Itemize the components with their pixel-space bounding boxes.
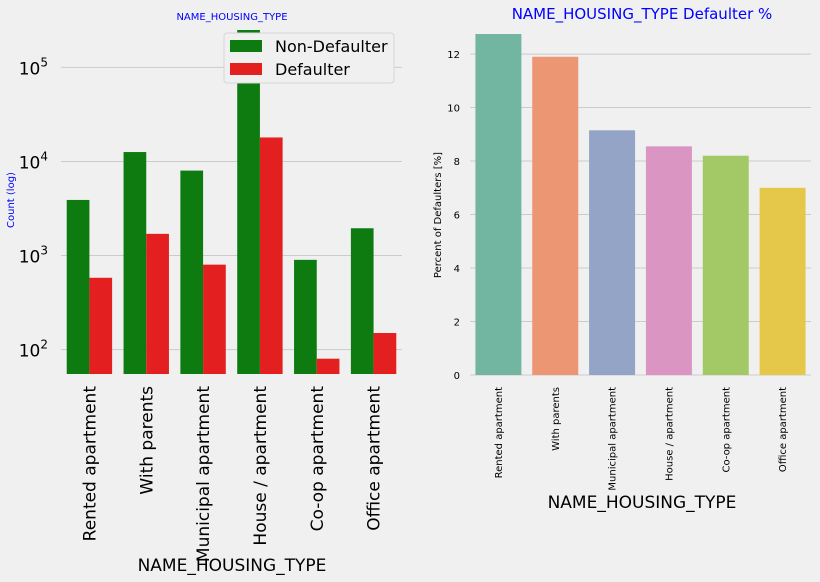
bar-defaulter-office-apartment <box>373 333 397 374</box>
right-x-tick-label: Municipal apartment <box>608 387 619 491</box>
right-y-axis-label: Percent of Defaulters [%] <box>433 152 444 278</box>
left-x-tick-label: Rented apartment <box>80 386 100 542</box>
right-chart: NAME_HOUSING_TYPE Defaulter % Percent of… <box>433 5 811 513</box>
bar-defaulter-pct-co-op-apartment <box>702 155 749 375</box>
right-y-tick-label: 0 <box>454 371 460 382</box>
bar-defaulter-pct-with-parents <box>532 56 579 375</box>
right-y-tick-label: 12 <box>447 50 460 61</box>
left-x-tick-label: House / apartment <box>251 386 271 546</box>
bar-non-defaulter-rented-apartment <box>66 199 90 374</box>
right-x-tick-label: With parents <box>551 387 562 451</box>
left-y-axis-label: Count (log) <box>6 172 17 228</box>
left-x-tick-label: Co-op apartment <box>308 386 328 532</box>
bar-defaulter-municipal-apartment <box>203 264 226 374</box>
bar-defaulter-with-parents <box>146 233 169 374</box>
left-chart: NAME_HOUSING_TYPE Count (log) NAME_HOUSI… <box>6 12 402 576</box>
left-legend: Non-Defaulter Defaulter <box>223 32 395 84</box>
right-x-tick-label: House / apartment <box>664 387 675 481</box>
left-y-tick-label: 102 <box>19 338 48 362</box>
right-x-tick-label: Rented apartment <box>494 387 505 478</box>
bar-defaulter-pct-office-apartment <box>759 187 806 375</box>
bar-defaulter-pct-house-apartment <box>645 146 692 375</box>
bar-defaulter-house-apartment <box>259 137 283 374</box>
left-x-tick-label: With parents <box>137 386 157 495</box>
bar-defaulter-pct-municipal-apartment <box>589 130 636 375</box>
bar-defaulter-pct-rented-apartment <box>475 34 522 375</box>
bar-defaulter-co-op-apartment <box>316 358 340 374</box>
left-x-axis-label: NAME_HOUSING_TYPE <box>138 556 327 576</box>
right-x-tick-label: Office apartment <box>778 387 789 472</box>
right-x-axis-label: NAME_HOUSING_TYPE <box>548 493 737 513</box>
legend-swatch-non-defaulter <box>230 40 262 52</box>
right-chart-title: NAME_HOUSING_TYPE Defaulter % <box>512 5 773 24</box>
bar-non-defaulter-house-apartment <box>237 30 260 374</box>
right-y-tick-label: 2 <box>454 318 460 329</box>
left-y-tick-label: 105 <box>19 55 48 79</box>
left-x-tick-label: Office apartment <box>365 386 385 531</box>
legend-label-non-defaulter: Non-Defaulter <box>275 37 388 56</box>
legend-label-defaulter: Defaulter <box>275 60 350 79</box>
left-y-tick-label: 103 <box>19 244 48 268</box>
left-y-tick-label: 104 <box>19 149 48 173</box>
bar-non-defaulter-office-apartment <box>350 228 374 374</box>
bar-non-defaulter-municipal-apartment <box>180 170 204 374</box>
right-y-tick-label: 4 <box>454 264 460 275</box>
right-y-tick-label: 8 <box>454 157 460 168</box>
bar-non-defaulter-co-op-apartment <box>294 259 317 374</box>
legend-box <box>223 32 395 84</box>
bar-non-defaulter-with-parents <box>123 152 147 374</box>
legend-swatch-defaulter <box>230 63 262 75</box>
left-x-tick-label: Municipal apartment <box>194 386 214 562</box>
right-y-tick-label: 10 <box>447 104 460 115</box>
left-chart-title: NAME_HOUSING_TYPE <box>176 12 287 23</box>
right-x-tick-label: Co-op apartment <box>721 387 732 473</box>
bar-defaulter-rented-apartment <box>89 277 113 374</box>
right-y-tick-label: 6 <box>454 211 460 222</box>
